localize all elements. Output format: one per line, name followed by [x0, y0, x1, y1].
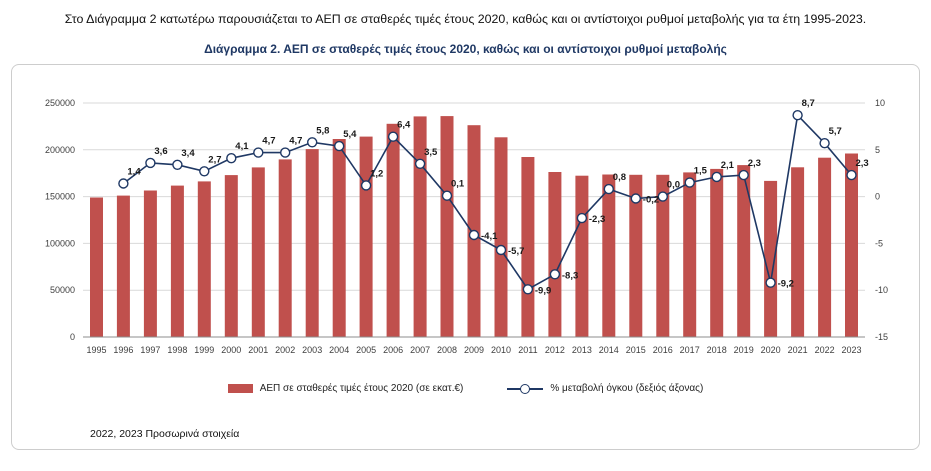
- svg-text:2008: 2008: [437, 345, 457, 355]
- svg-text:2012: 2012: [545, 345, 565, 355]
- chart-title: Διάγραμμα 2. ΑΕΠ σε σταθερές τιμές έτους…: [204, 42, 727, 56]
- svg-text:2017: 2017: [680, 345, 700, 355]
- svg-text:1,5: 1,5: [694, 166, 708, 177]
- svg-text:2,3: 2,3: [856, 158, 869, 169]
- svg-text:2006: 2006: [383, 345, 403, 355]
- svg-text:2,7: 2,7: [208, 154, 221, 165]
- svg-text:1998: 1998: [167, 345, 187, 355]
- svg-text:0,0: 0,0: [667, 180, 680, 191]
- svg-text:2003: 2003: [302, 345, 322, 355]
- svg-text:8,7: 8,7: [802, 98, 815, 109]
- svg-text:5: 5: [875, 145, 880, 155]
- svg-text:-9,2: -9,2: [778, 279, 794, 290]
- svg-text:2004: 2004: [329, 345, 349, 355]
- svg-text:5,8: 5,8: [316, 125, 329, 136]
- svg-text:2020: 2020: [761, 345, 781, 355]
- svg-text:0,8: 0,8: [613, 172, 626, 183]
- svg-text:1995: 1995: [86, 345, 106, 355]
- svg-text:1,2: 1,2: [370, 168, 383, 179]
- svg-text:2022: 2022: [815, 345, 835, 355]
- svg-text:3,5: 3,5: [424, 147, 438, 158]
- legend-label-line-series: % μεταβολή όγκου (δεξιός άξονας): [550, 383, 704, 394]
- svg-text:2010: 2010: [491, 345, 511, 355]
- svg-text:-5: -5: [875, 238, 883, 248]
- svg-text:-2,3: -2,3: [589, 214, 605, 225]
- svg-text:-9,9: -9,9: [535, 285, 551, 296]
- svg-text:4,7: 4,7: [289, 136, 302, 147]
- svg-text:1999: 1999: [194, 345, 214, 355]
- bar-series: [90, 116, 858, 338]
- svg-text:3,4: 3,4: [181, 148, 195, 159]
- svg-text:2014: 2014: [599, 345, 619, 355]
- page: Στο Διάγραμμα 2 κατωτέρω παρουσιάζεται τ…: [0, 12, 931, 450]
- svg-text:-15: -15: [875, 332, 888, 342]
- svg-text:100000: 100000: [45, 238, 75, 248]
- svg-text:1996: 1996: [113, 345, 133, 355]
- svg-text:-8,3: -8,3: [562, 270, 578, 281]
- svg-text:2019: 2019: [734, 345, 754, 355]
- svg-text:4,7: 4,7: [262, 136, 275, 147]
- svg-text:0,1: 0,1: [451, 179, 465, 190]
- svg-text:2018: 2018: [707, 345, 727, 355]
- svg-text:-5,7: -5,7: [508, 246, 524, 257]
- svg-text:2,1: 2,1: [721, 160, 735, 171]
- svg-text:-10: -10: [875, 285, 888, 295]
- legend-label-bar-series: ΑΕΠ σε σταθερές τιμές έτους 2020 (σε εκα…: [259, 383, 464, 394]
- svg-text:1,4: 1,4: [127, 167, 141, 178]
- svg-text:0: 0: [70, 332, 75, 342]
- svg-text:2001: 2001: [248, 345, 268, 355]
- svg-text:-0,2: -0,2: [643, 195, 659, 206]
- svg-text:250000: 250000: [45, 98, 75, 108]
- svg-text:200000: 200000: [45, 145, 75, 155]
- svg-text:2011: 2011: [518, 345, 537, 355]
- footnote-provisional-data: 2022, 2023 Προσωρινά στοιχεία: [90, 428, 240, 440]
- svg-text:0: 0: [875, 192, 880, 202]
- svg-text:1997: 1997: [140, 345, 160, 355]
- svg-text:2015: 2015: [626, 345, 646, 355]
- line-series: [122, 113, 853, 291]
- svg-text:6,4: 6,4: [397, 120, 411, 131]
- svg-text:2000: 2000: [221, 345, 241, 355]
- svg-text:50000: 50000: [50, 285, 75, 295]
- legend-item-line-series: % μεταβολή όγκου (δεξιός άξονας): [507, 383, 703, 394]
- svg-text:5,4: 5,4: [343, 129, 357, 140]
- intro-text: Στο Διάγραμμα 2 κατωτέρω παρουσιάζεται τ…: [64, 12, 867, 26]
- svg-text:2023: 2023: [841, 345, 861, 355]
- svg-text:10: 10: [875, 98, 885, 108]
- svg-text:2005: 2005: [356, 345, 376, 355]
- chart-legend: ΑΕΠ σε σταθερές τιμές έτους 2020 (σε εκα…: [12, 383, 919, 394]
- chart-card: 0 50000 100000 150000 200000 250000 -15 -10 -5 0 5…: [11, 64, 920, 450]
- svg-text:2016: 2016: [653, 345, 673, 355]
- svg-text:2,3: 2,3: [748, 158, 761, 169]
- bar-series-swatch: [227, 384, 253, 393]
- line-series-swatch: [507, 383, 544, 394]
- svg-text:3,6: 3,6: [154, 146, 167, 157]
- line-marker-icon: [520, 383, 531, 394]
- svg-text:4,1: 4,1: [235, 141, 249, 152]
- svg-text:5,7: 5,7: [829, 126, 842, 137]
- svg-text:2002: 2002: [275, 345, 295, 355]
- svg-text:-4,1: -4,1: [481, 231, 498, 242]
- legend-item-bar-series: ΑΕΠ σε σταθερές τιμές έτους 2020 (σε εκα…: [227, 383, 464, 394]
- x-axis: 1995 1996 1997 1998 1999 2000 2001 2002 2003 2004…: [83, 336, 865, 355]
- axis-tick-labels: 0 50000 100000 150000 200000 250000 -15 -10 -5 0 5…: [45, 98, 888, 342]
- data-labels: 1,4 3,6 3,4 2,7 4,1 4,7 4,7 5,8 5,4 1,2 6,4 3,5 0,1 -…: [127, 98, 868, 296]
- svg-text:150000: 150000: [45, 192, 75, 202]
- line-markers: [118, 110, 857, 295]
- svg-text:2007: 2007: [410, 345, 430, 355]
- svg-text:2013: 2013: [572, 345, 592, 355]
- svg-text:2009: 2009: [464, 345, 484, 355]
- svg-text:2021: 2021: [788, 345, 808, 355]
- gdp-combo-chart: 0 50000 100000 150000 200000 250000 -15 -10 -5 0 5…: [45, 98, 888, 355]
